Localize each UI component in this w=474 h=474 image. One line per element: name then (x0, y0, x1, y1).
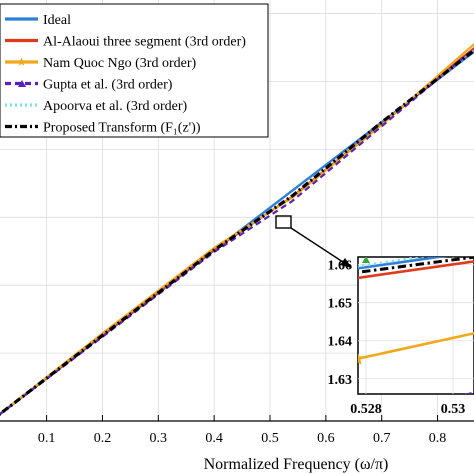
inset-y-tick-label: 1.66 (328, 259, 353, 274)
legend-label: Gupta et al. (3rd order) (43, 78, 173, 93)
x-tick-label: 0.4 (205, 431, 223, 446)
inset-y-tick-label: 1.65 (328, 297, 353, 312)
series-line (0, 48, 474, 416)
legend-label: Proposed Transform (F₁(z')) (43, 121, 201, 136)
inset-tick-labels: 0.528 0.53 1.63 1.64 1.65 1.66 (328, 259, 466, 417)
legend-label: Ideal (43, 13, 71, 28)
triangle-marker (362, 257, 370, 263)
inset-y-tick-label: 1.63 (328, 373, 353, 388)
legend-marker-triangle (18, 80, 26, 87)
series-line (0, 48, 474, 416)
legend: Ideal Al-Alaoui three segment (3rd order)… (0, 3, 269, 138)
x-tick-label: 0.6 (317, 431, 335, 446)
x-tick-label: 0.5 (261, 431, 279, 446)
legend-box (0, 3, 269, 138)
inset-background (357, 256, 474, 395)
inset-plot: 0.528 0.53 1.63 1.64 1.65 1.66 (328, 256, 474, 417)
zoom-box (275, 215, 292, 229)
zoom-arrow-head (340, 258, 352, 268)
x-tick-label: 0.7 (373, 431, 391, 446)
inset-grid (358, 257, 474, 394)
x-tick-label: 0.8 (429, 431, 447, 446)
legend-label: Al-Alaoui three segment (3rd order) (43, 35, 246, 50)
inset-series-line (358, 331, 474, 360)
x-tick-label: 0.1 (38, 431, 56, 446)
inset-series-line (358, 257, 448, 270)
x-tick-labels: 0.1 0.2 0.3 0.4 0.5 0.6 0.7 0.8 (38, 415, 446, 446)
inset-y-tick-label: 1.64 (328, 335, 353, 350)
legend-label: Nam Quoc Ngo (3rd order) (43, 56, 197, 71)
legend-marker-star (17, 57, 26, 66)
inset-x-tick-label: 0.528 (350, 402, 382, 417)
legend-label: Apoorva et al. (3rd order) (43, 99, 188, 114)
main-series (0, 42, 474, 416)
x-axis-label: Normalized Frequency (ω/π) (204, 456, 389, 473)
inset-series (358, 257, 474, 394)
inset-series-line (358, 260, 474, 280)
zoom-arrow (290, 227, 347, 265)
x-tick-label: 0.2 (94, 431, 112, 446)
star-marker (358, 353, 365, 365)
inset-x-tick-label: 0.53 (441, 402, 466, 417)
x-tick-label: 0.3 (150, 431, 168, 446)
